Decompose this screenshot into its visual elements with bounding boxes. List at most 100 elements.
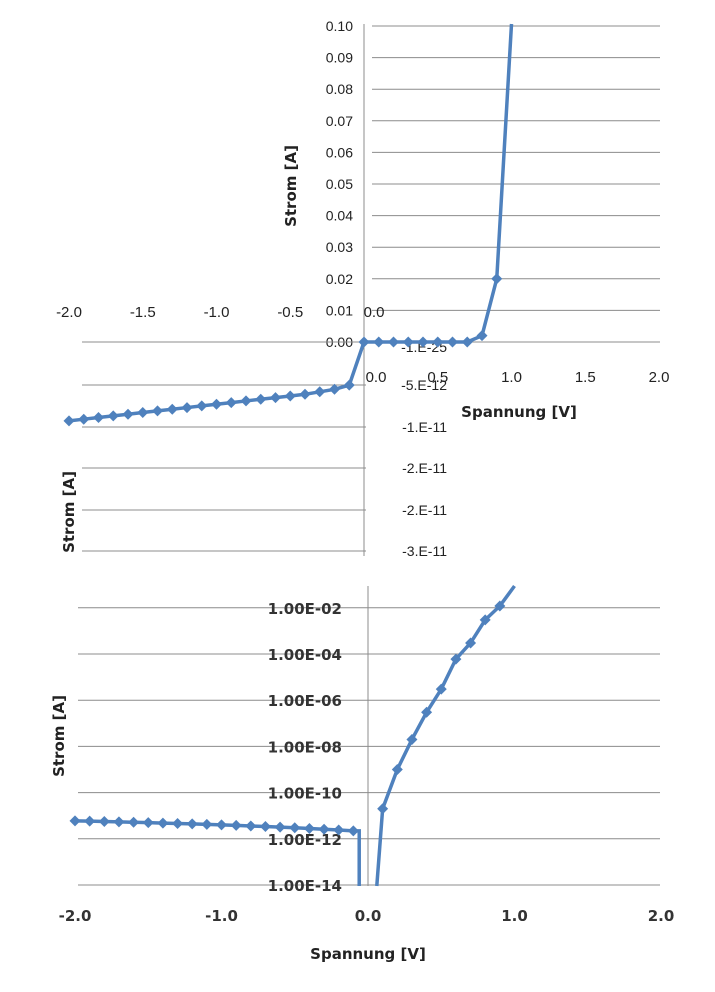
lower-x-tick-label: 0.0 — [366, 369, 387, 386]
log-forward-series-marker — [406, 733, 418, 745]
forward-series-marker — [447, 336, 458, 348]
reverse-series-marker — [225, 397, 237, 409]
log-x-tick-label: -1.0 — [205, 907, 238, 925]
log-reverse-series-marker — [98, 816, 110, 828]
reverse-series-marker — [196, 400, 208, 412]
reverse-series-marker — [211, 398, 222, 410]
reverse-series-marker — [270, 392, 281, 404]
log-reverse-series-marker — [172, 817, 184, 829]
reverse-series-marker — [107, 410, 119, 422]
upper-x-tick-label: -0.5 — [277, 304, 303, 321]
forward-series-line — [364, 23, 514, 344]
forward-series-marker — [491, 273, 503, 285]
log-y-tick-label: 1.00E-04 — [268, 646, 342, 664]
log-x-tick-label: 1.0 — [501, 907, 528, 925]
linear-chart: 0.000.010.020.030.040.050.060.070.080.09… — [56, 18, 669, 559]
reverse-series-marker — [299, 388, 311, 400]
reverse-series-marker — [93, 412, 104, 424]
log-forward-series-marker — [450, 653, 462, 665]
forward-series-marker — [417, 336, 429, 348]
log-reverse-series-marker — [318, 823, 330, 835]
log-reverse-series-marker — [333, 824, 345, 836]
top-y-axis-title: Strom [A] — [282, 145, 300, 227]
log-reverse-series-marker — [289, 822, 301, 834]
log-reverse-series-marker — [245, 820, 257, 832]
log-reverse-series-marker — [274, 821, 286, 833]
log-forward-series-line — [375, 584, 516, 887]
lower-x-tick-label: 2.0 — [649, 369, 670, 386]
upper-y-tick-label: 0.08 — [326, 81, 353, 97]
log-reverse-series-marker — [69, 815, 81, 827]
forward-series-marker — [432, 336, 444, 348]
bottom-x-axis-title: Spannung [V] — [310, 945, 426, 963]
upper-y-tick-label: 0.04 — [326, 208, 353, 224]
forward-series-marker — [388, 336, 399, 348]
top-lower-y-axis-title: Strom [A] — [60, 471, 78, 553]
upper-x-tick-label: -1.0 — [204, 304, 230, 321]
log-reverse-series-marker — [230, 819, 242, 831]
reverse-series-marker — [343, 379, 355, 391]
log-forward-series-marker — [377, 803, 389, 815]
upper-y-tick-label: 0.06 — [326, 144, 353, 160]
log-reverse-series-marker — [84, 815, 96, 827]
log-forward-series-marker — [391, 764, 403, 775]
lower-y-tick-label: -2.E-11 — [402, 502, 447, 518]
log-forward-series-marker — [494, 600, 506, 612]
reverse-series-marker — [240, 395, 252, 407]
upper-x-tick-label: 0.0 — [364, 304, 385, 321]
forward-series-marker — [402, 336, 414, 348]
log-reverse-series-marker — [142, 817, 154, 829]
log-y-tick-label: 1.00E-02 — [268, 600, 342, 618]
forward-series-marker — [373, 336, 385, 348]
lower-x-tick-label: 0.5 — [427, 369, 448, 386]
reverse-series-marker — [78, 413, 90, 425]
lower-x-tick-label: 1.0 — [501, 369, 522, 386]
reverse-series-marker — [122, 408, 134, 420]
log-reverse-series-marker — [113, 816, 125, 828]
forward-series-marker — [476, 330, 488, 342]
log-y-tick-label: 1.00E-06 — [268, 692, 342, 710]
log-y-tick-label: 1.00E-08 — [268, 738, 342, 756]
reverse-series-marker — [152, 405, 163, 417]
bottom-y-axis-title: Strom [A] — [50, 695, 68, 777]
lower-y-tick-label: -3.E-11 — [402, 543, 447, 559]
upper-x-tick-label: -2.0 — [56, 304, 82, 321]
reverse-series-marker — [181, 402, 193, 414]
upper-y-tick-label: 0.03 — [326, 239, 353, 255]
log-chart: 1.00E-14 1.00E-12 1.00E-10 1.00E-08 1.00E-06… — [59, 584, 674, 925]
reverse-series-marker — [137, 407, 149, 419]
reverse-series-marker — [314, 386, 326, 398]
lower-y-tick-label: -1.E-11 — [402, 419, 447, 435]
log-reverse-series-marker — [216, 819, 227, 831]
log-reverse-series-marker — [259, 821, 271, 833]
log-forward-series-marker — [479, 614, 491, 626]
top-x-axis-title: Spannung [V] — [461, 403, 577, 421]
log-forward-series-marker — [435, 683, 447, 695]
upper-x-tick-label: -1.5 — [130, 304, 156, 321]
reverse-series-marker — [329, 383, 340, 395]
log-x-tick-label: -2.0 — [59, 907, 92, 925]
reverse-series-marker — [284, 390, 296, 402]
forward-series-marker — [461, 336, 473, 348]
log-y-tick-label: 1.00E-10 — [268, 785, 342, 803]
upper-y-tick-label: 0.09 — [326, 50, 353, 66]
log-reverse-series-marker — [186, 818, 198, 830]
upper-y-tick-label: 0.10 — [326, 18, 353, 34]
log-reverse-series-marker — [347, 825, 359, 837]
log-forward-series-marker — [465, 637, 477, 649]
log-forward-series-marker — [421, 706, 433, 718]
upper-y-tick-label: 0.02 — [326, 271, 353, 287]
lower-y-tick-label: -5.E-12 — [401, 377, 447, 393]
reverse-series-marker — [166, 403, 178, 415]
reverse-series-marker — [255, 393, 267, 405]
upper-y-tick-label: 0.07 — [326, 113, 353, 129]
reverse-series-marker — [63, 415, 75, 427]
log-reverse-series-marker — [157, 817, 169, 829]
log-reverse-series-marker — [303, 822, 315, 834]
log-reverse-series-marker — [201, 818, 213, 830]
lower-y-tick-label: -2.E-11 — [402, 460, 447, 476]
log-x-tick-label: 0.0 — [355, 907, 382, 925]
log-y-tick-label: 1.00E-14 — [268, 877, 342, 895]
upper-y-tick-label: 0.01 — [326, 302, 353, 318]
